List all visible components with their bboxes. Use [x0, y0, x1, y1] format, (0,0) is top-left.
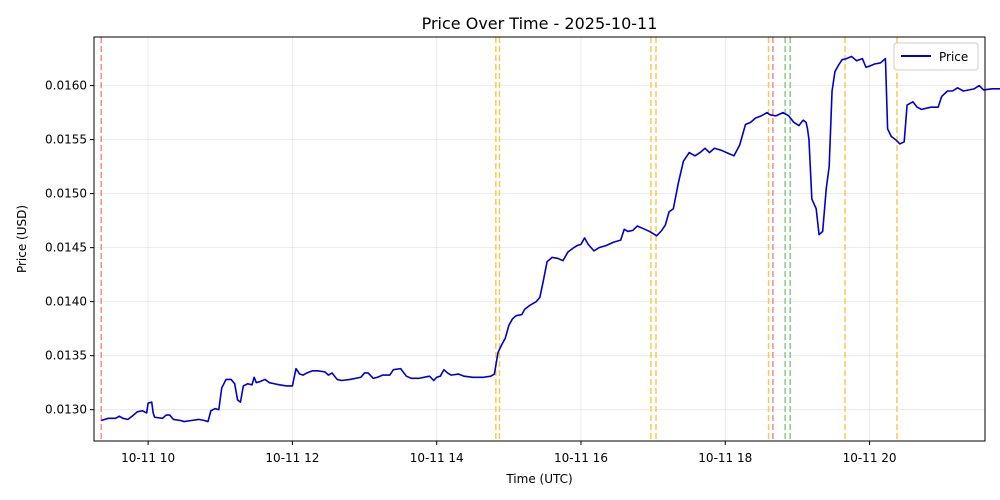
- chart-title: Price Over Time - 2025-10-11: [422, 14, 658, 33]
- x-axis-title: Time (UTC): [505, 472, 572, 486]
- y-axis: 0.0130 0.0135 0.0140 0.0145 0.0150 0.0155 0.01…: [45, 79, 94, 417]
- y-tick-label: 0.0130: [45, 403, 87, 417]
- x-axis: 10-11 10 10-11 12 10-11 14 10-11 16 10-11 18…: [121, 441, 897, 465]
- y-axis-title: Price (USD): [15, 205, 29, 273]
- y-tick-label: 0.0155: [45, 133, 87, 147]
- legend-label-price: Price: [939, 50, 968, 64]
- x-tick-label: 10-11 12: [265, 451, 319, 465]
- plot-frame: [93, 36, 986, 442]
- y-tick-label: 0.0160: [45, 79, 87, 93]
- y-tick-label: 0.0135: [45, 349, 87, 363]
- legend-box: [893, 42, 979, 71]
- plot-area: [94, 37, 985, 441]
- x-tick-label: 10-11 20: [843, 451, 897, 465]
- y-tick-label: 0.0140: [45, 295, 87, 309]
- x-tick-label: 10-11 18: [698, 451, 752, 465]
- x-tick-label: 10-11 10: [121, 451, 175, 465]
- legend: Price: [893, 42, 979, 71]
- grid: [94, 37, 985, 441]
- y-tick-label: 0.0145: [45, 241, 87, 255]
- y-tick-label: 0.0150: [45, 187, 87, 201]
- x-tick-label: 10-11 16: [554, 451, 608, 465]
- event-markers: [100, 37, 898, 441]
- series-line-price: [100, 55, 1000, 423]
- series-layer: [100, 55, 1000, 423]
- x-tick-label: 10-11 14: [410, 451, 464, 465]
